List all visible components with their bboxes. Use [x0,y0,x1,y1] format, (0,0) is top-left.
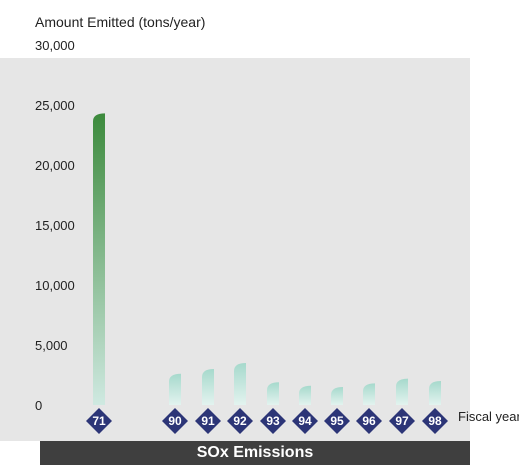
y-tick-label: 15,000 [35,218,75,233]
x-tick-label: 93 [266,414,280,428]
x-label-diamond [324,408,350,434]
bar-95 [331,387,343,405]
x-label-diamond [227,408,253,434]
bar-97 [396,378,408,405]
x-label-diamond [292,408,318,434]
x-label-diamond [260,408,286,434]
x-label-diamond [86,408,112,434]
y-tick-label: 30,000 [35,38,75,53]
x-tick-label: 98 [428,414,442,428]
x-label-diamond [162,408,188,434]
y-tick-label: 25,000 [35,98,75,113]
x-tick-label: 97 [395,414,409,428]
chart-title: SOx Emissions [40,441,470,465]
x-tick-label: 92 [233,414,247,428]
bar-91 [202,369,214,405]
bar-93 [267,382,279,405]
y-tick-label: 0 [35,398,42,413]
bar-98 [429,381,441,405]
y-tick-label: 5,000 [35,338,68,353]
x-label-diamond [195,408,221,434]
bar-92 [234,363,246,405]
x-tick-label: 96 [362,414,376,428]
x-axis-title: Fiscal year [458,409,519,424]
y-tick-label: 20,000 [35,158,75,173]
x-tick-label: 90 [168,414,182,428]
x-tick-label: 71 [92,414,106,428]
x-label-diamond [422,408,448,434]
bar-94 [299,385,311,405]
bar-90 [169,373,181,405]
bar-96 [363,383,375,405]
bar-71 [93,113,105,406]
x-tick-label: 94 [298,414,312,428]
y-axis-title: Amount Emitted (tons/year) [35,14,206,30]
x-label-diamond [389,408,415,434]
x-tick-label: 95 [330,414,344,428]
y-tick-label: 10,000 [35,278,75,293]
x-tick-label: 91 [201,414,215,428]
x-label-diamond [356,408,382,434]
